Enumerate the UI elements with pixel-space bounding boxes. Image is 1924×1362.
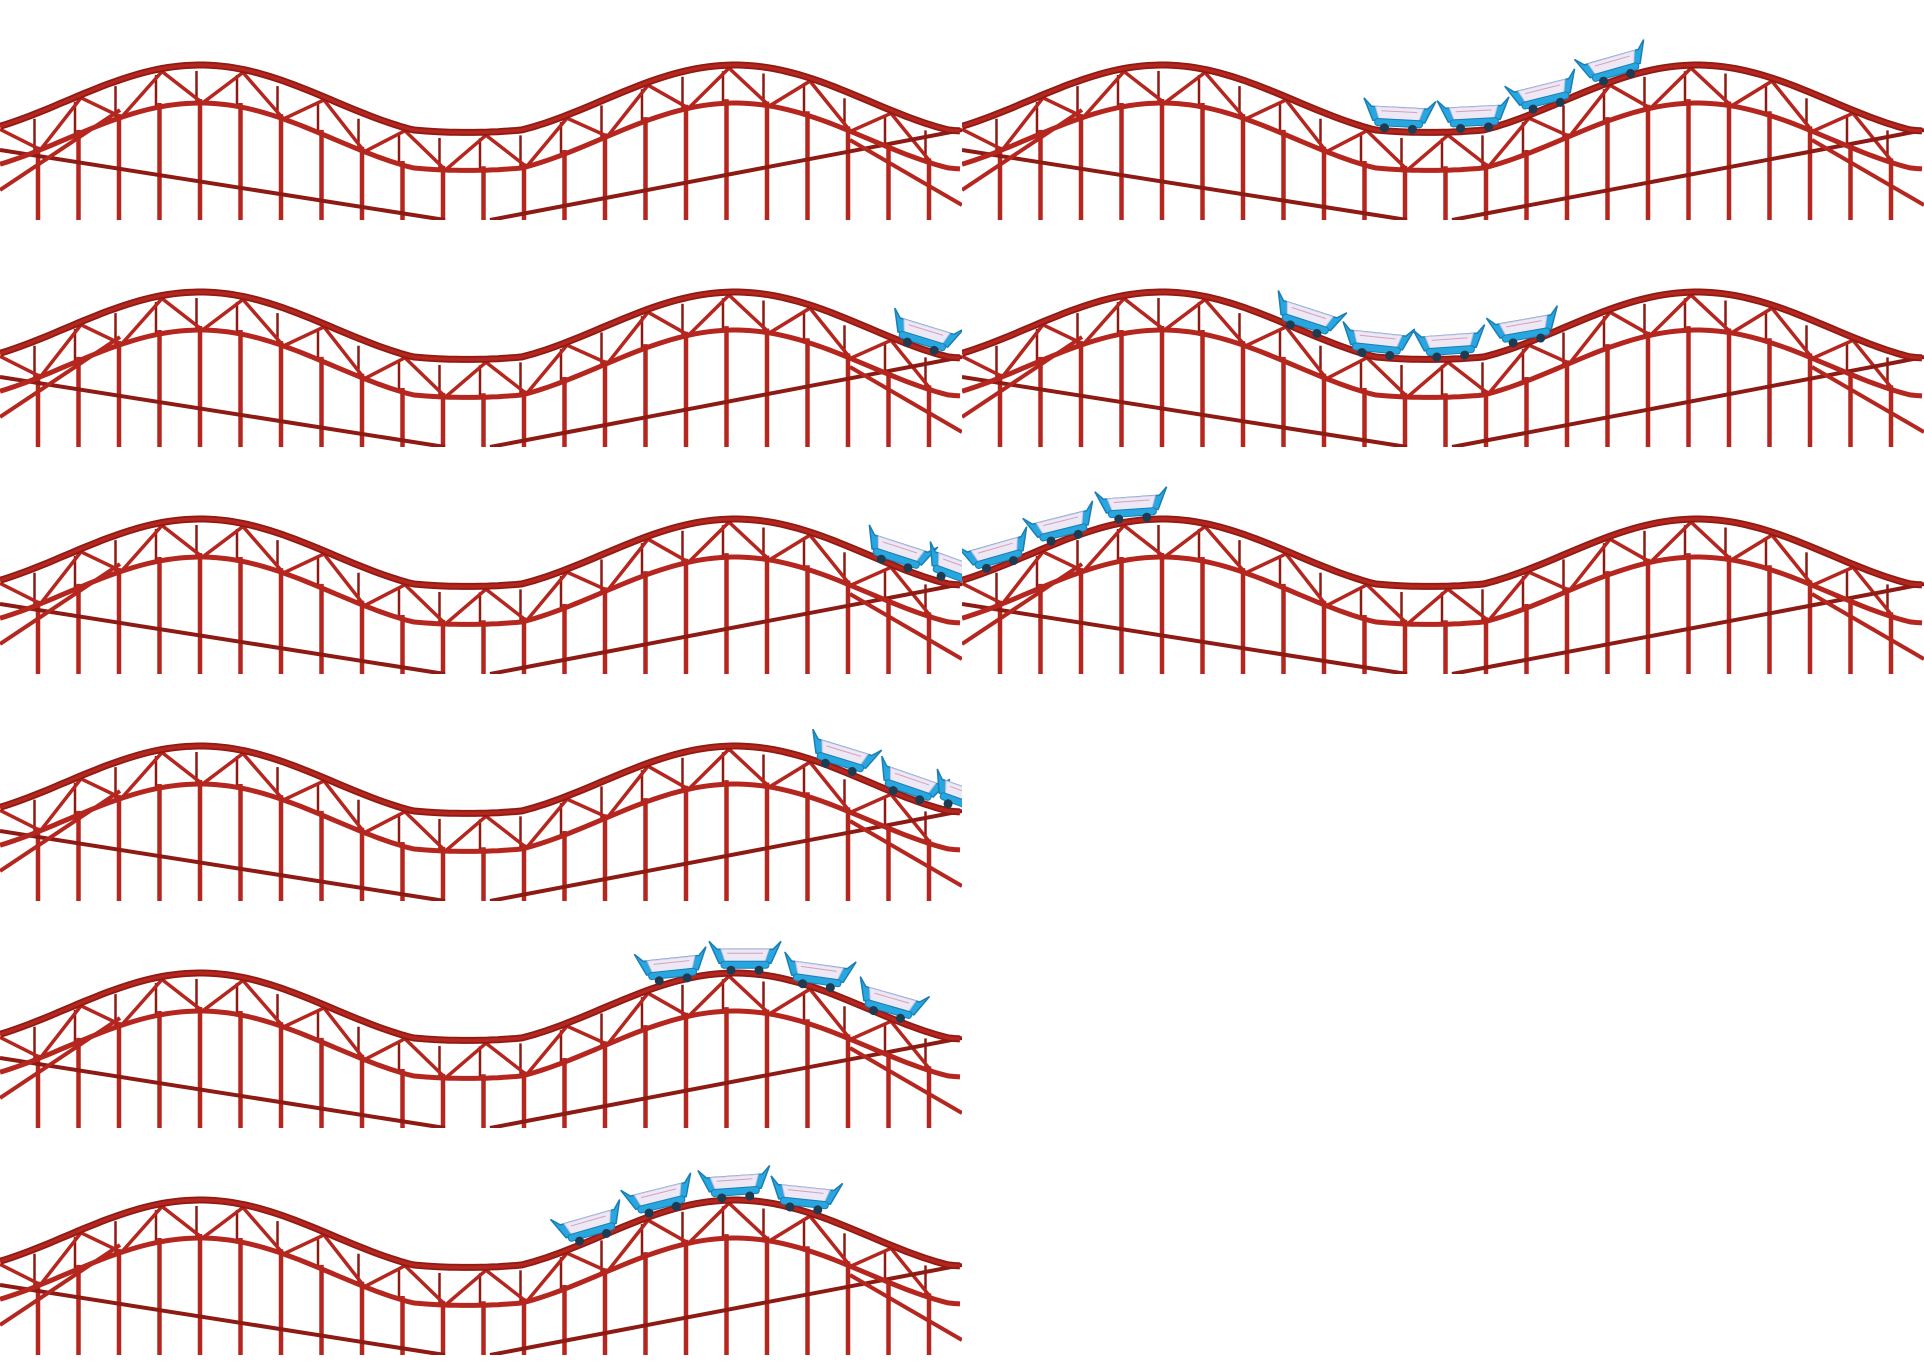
track-piece-9[interactable] (0, 1135, 962, 1355)
track-structure (0, 519, 962, 674)
track-piece-6[interactable] (962, 454, 1924, 674)
track-structure (962, 65, 1924, 220)
track-piece-3[interactable] (0, 227, 962, 447)
track-piece-7[interactable] (0, 681, 962, 901)
track-piece-4[interactable] (962, 227, 1924, 447)
track-structure (0, 65, 962, 220)
track-piece-2[interactable] (962, 0, 1924, 220)
track-structure (0, 1200, 962, 1355)
track-structure (0, 292, 962, 447)
track-structure (962, 519, 1924, 674)
track-piece-1[interactable] (0, 0, 962, 220)
track-structure (0, 746, 962, 901)
coaster-car-icon (709, 941, 781, 975)
track-piece-5[interactable] (0, 454, 962, 674)
track-piece-8[interactable] (0, 908, 962, 1128)
track-structure (962, 292, 1924, 447)
track-structure (0, 973, 962, 1128)
